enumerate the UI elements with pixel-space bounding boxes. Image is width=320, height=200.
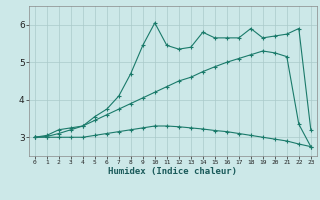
X-axis label: Humidex (Indice chaleur): Humidex (Indice chaleur) [108, 167, 237, 176]
